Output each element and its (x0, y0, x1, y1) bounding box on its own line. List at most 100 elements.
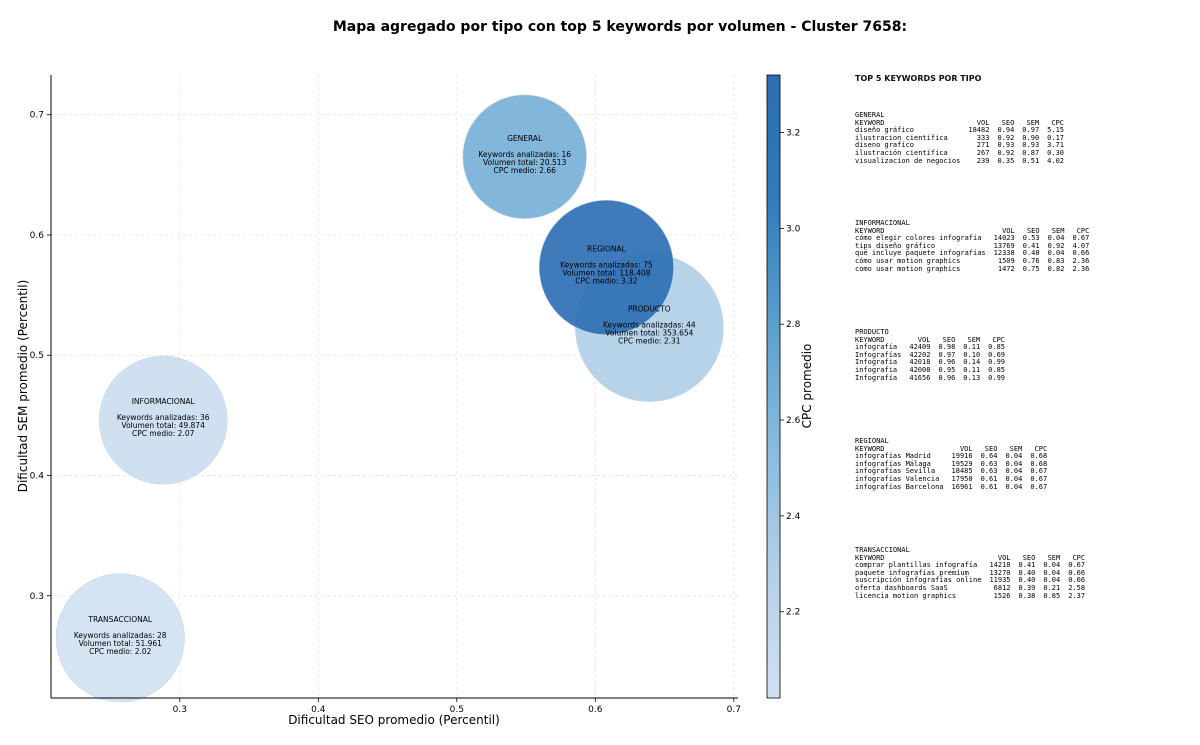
x-tick-label: 0.4 (311, 705, 326, 715)
column-header: VOL (997, 553, 1011, 562)
keyword-cell: Infografia (855, 358, 898, 367)
keyword-cell: infografías Madrid (855, 452, 931, 461)
keyword-table-header: KEYWORD VOL SEO SEM CPC (855, 553, 1085, 563)
bubble-stat-label: CPC medio: 2.07 (132, 429, 195, 438)
bubble-type-label: INFORMACIONAL (132, 397, 196, 406)
column-header: SEM (1047, 553, 1061, 562)
keyword-cell: 1472 (997, 264, 1015, 273)
keyword-cell: infografías Barcelona (855, 482, 944, 491)
bubble-stat-label: Volumen total: 353.654 (605, 329, 693, 338)
y-tick-label: 0.5 (30, 351, 44, 361)
keyword-cell: 0.40 (1018, 568, 1036, 577)
keyword-cell: 0.40 (1018, 576, 1036, 585)
keyword-cell: qué incluye paquete infografías (855, 249, 986, 258)
bubble-stat-label: Keywords analizadas: 36 (117, 413, 210, 422)
keyword-cell: 0.04 (1005, 467, 1023, 476)
keyword-cell: 0.93 (997, 141, 1015, 150)
column-header: SEM (1026, 118, 1040, 127)
keyword-table: KEYWORD VOL SEO SEM CPC cómo elegir colores i… (855, 226, 1090, 274)
chart-title: Mapa agregado por tipo con top 5 keyword… (333, 19, 907, 35)
colorbar-tick-label: 3.0 (786, 224, 801, 234)
keyword-cell: infografías Málaga (855, 459, 931, 468)
keyword-cell: 0.68 (1030, 459, 1048, 468)
keyword-cell: 5.15 (1047, 126, 1065, 135)
colorbar-tick-label: 2.8 (786, 320, 801, 330)
keyword-cell: 0.95 (938, 365, 956, 374)
keyword-cell: 0.04 (1005, 459, 1023, 468)
keyword-row: licencia motion graphics 1526 0.38 0.85 2.37 (855, 591, 1085, 601)
keyword-cell: 16961 (951, 482, 973, 491)
keyword-cell: 3.71 (1047, 141, 1065, 150)
keyword-table: KEYWORD VOL SEO SEM CPC diseño gráfico 18482 0.… (855, 118, 1065, 166)
column-header: KEYWORD (855, 335, 885, 344)
keyword-cell: 0.35 (997, 156, 1015, 165)
keyword-cell: 0.97 (1022, 126, 1040, 135)
y-tick-label: 0.3 (30, 592, 44, 602)
keyword-cell: visualizacion de negocios (855, 156, 961, 165)
keyword-cell: 0.82 (1047, 264, 1065, 273)
keyword-cell: tips diseño gráfico (855, 241, 936, 250)
bubble-type-label: TRANSACCIONAL (87, 615, 152, 624)
bubble-stat-label: Keywords analizadas: 16 (478, 150, 571, 159)
keyword-cell: 0.38 (1018, 591, 1036, 600)
keyword-cell: 0.04 (1047, 249, 1065, 258)
keyword-cell: 0.48 (1022, 249, 1040, 258)
keyword-cell: 2.36 (1072, 256, 1090, 265)
keyword-group-general: GENERAL KEYWORD VOL SEO SEM CPC diseño gráfico… (855, 111, 1065, 166)
keyword-group-title: REGIONAL (855, 437, 889, 445)
y-tick-label: 0.4 (30, 472, 45, 482)
bubble-informacional (98, 355, 228, 485)
keyword-table-header: KEYWORD VOL SEO SEM CPC (855, 335, 1006, 345)
keyword-cell: 0.04 (1005, 452, 1023, 461)
keyword-row: ilustracion cientifica 333 0.92 0.90 0.17 (855, 133, 1065, 143)
keyword-row: visualizacion de negocios 239 0.35 0.51 4.02 (855, 156, 1064, 166)
bubble-stat-label: Keywords analizadas: 75 (560, 260, 653, 269)
column-header: CPC (1051, 118, 1065, 127)
column-header: CPC (1034, 444, 1048, 453)
keyword-cell: 0.04 (1005, 474, 1023, 483)
keyword-cell: 0.04 (1043, 568, 1061, 577)
keyword-cell: 12338 (993, 249, 1015, 258)
keyword-cell: 42008 (909, 365, 931, 374)
colorbar-tick-label: 3.2 (786, 129, 800, 139)
bubble-stat-label: Volumen total: 20.513 (483, 158, 567, 167)
keyword-cell: 18482 (968, 126, 990, 135)
keyword-cell: 0.41 (1018, 561, 1036, 570)
keyword-row: diseño gráfico 18482 0.94 0.97 5.15 (855, 127, 1064, 135)
keyword-row: cómo usar motion graphics 1509 0.76 0.83 2.3… (855, 256, 1090, 266)
colorbar-ticks: 2.2 2.4 2.6 2.8 3.0 3.2 (780, 129, 801, 618)
keyword-cell: 0.67 (1030, 482, 1048, 491)
column-header: CPC (992, 335, 1006, 344)
keyword-cell: diseno grafico (855, 141, 915, 150)
keyword-cell: 0.30 (1047, 148, 1065, 157)
keyword-cell: 0.13 (963, 373, 981, 382)
keyword-cell: 18485 (951, 467, 973, 476)
keyword-cell: 0.61 (980, 482, 998, 491)
keyword-cell: 0.39 (1018, 583, 1036, 592)
keyword-cell: cómo elegir colores infografía (855, 234, 982, 243)
keyword-row: ilustración científica 267 0.92 0.87 0.30 (855, 148, 1065, 158)
keyword-cell: 267 (976, 148, 990, 157)
keyword-row: oferta dashboards SaaS 6812 0.39 0.21 2.58 (855, 583, 1085, 593)
keyword-cell: 0.92 (997, 148, 1015, 157)
bubble-stat-label: Keywords analizadas: 28 (74, 631, 167, 640)
keyword-cell: 0.21 (1043, 583, 1061, 592)
column-header: SEO (1022, 553, 1036, 562)
bubble-stat-label: CPC medio: 2.31 (618, 337, 681, 346)
keyword-cell: 19916 (951, 452, 973, 461)
keyword-cell: 0.75 (1022, 264, 1040, 273)
keyword-cell: 0.17 (1047, 133, 1065, 142)
column-header: VOL (1002, 226, 1015, 235)
keyword-row: comprar plantillas infografía 14218 0.41 0.… (855, 562, 1085, 570)
keyword-cell: 0.11 (963, 343, 981, 352)
bubble-stat-label: Volumen total: 49.874 (122, 421, 206, 430)
keyword-cell: 0.63 (980, 459, 998, 468)
keyword-cell: 0.67 (1030, 467, 1048, 476)
column-header: SEO (942, 335, 956, 344)
keyword-cell: 13769 (993, 241, 1015, 250)
keyword-cell: 0.99 (988, 358, 1006, 367)
keyword-cell: 0.97 (938, 350, 956, 359)
keyword-row: qué incluye paquete infografías 12338 0.48… (855, 250, 1089, 258)
column-header: KEYWORD (855, 118, 885, 127)
keyword-cell: 14218 (989, 561, 1011, 570)
